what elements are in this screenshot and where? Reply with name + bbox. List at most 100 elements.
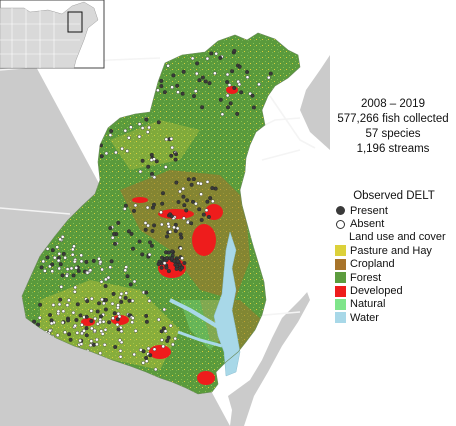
site-present-marker <box>228 101 233 106</box>
site-present-marker <box>137 239 142 244</box>
site-absent-marker <box>99 279 104 284</box>
site-absent-marker <box>119 329 124 334</box>
site-absent-marker <box>98 351 103 356</box>
site-absent-marker <box>181 186 185 191</box>
site-absent-marker <box>61 320 65 325</box>
site-present-marker <box>112 231 117 236</box>
site-present-marker <box>237 64 242 69</box>
site-absent-marker <box>72 259 77 264</box>
site-absent-marker <box>147 252 152 257</box>
site-absent-marker <box>225 72 230 77</box>
legend-class-label: Forest <box>350 271 382 284</box>
site-absent-marker <box>75 331 80 335</box>
site-absent-marker <box>110 235 115 240</box>
site-present-marker <box>245 69 250 74</box>
site-absent-marker <box>266 75 271 80</box>
site-present-marker <box>213 186 218 191</box>
site-present-marker <box>205 199 210 204</box>
site-present-marker <box>174 266 179 271</box>
site-absent-marker <box>204 208 209 212</box>
site-absent-marker <box>110 301 115 306</box>
site-present-marker <box>185 198 190 203</box>
site-present-marker <box>150 228 155 233</box>
site-absent-marker <box>89 339 94 343</box>
site-absent-marker <box>88 268 93 273</box>
site-present-marker <box>66 318 71 323</box>
site-absent-marker <box>53 255 57 260</box>
stats-streams: 1,196 streams <box>356 143 430 155</box>
site-absent-marker <box>133 203 138 208</box>
site-absent-marker <box>147 299 152 303</box>
site-absent-marker <box>164 137 169 142</box>
site-present-marker <box>50 262 55 267</box>
site-present-marker <box>164 234 169 239</box>
site-present-marker <box>189 221 194 226</box>
site-present-marker <box>159 265 164 270</box>
site-absent-marker <box>56 309 61 314</box>
site-absent-marker <box>214 51 218 56</box>
legend-present: Present <box>333 204 455 217</box>
site-present-marker <box>96 301 101 306</box>
legend-class-natural: Natural <box>333 298 455 311</box>
site-absent-marker <box>194 201 198 206</box>
site-absent-marker <box>48 328 52 333</box>
site-present-marker <box>36 322 41 327</box>
site-absent-marker <box>69 266 74 271</box>
site-absent-marker <box>156 317 161 322</box>
site-present-marker <box>181 194 186 199</box>
legend-class-water: Water <box>333 311 455 324</box>
site-absent-marker <box>67 298 71 303</box>
site-absent-marker <box>166 64 170 68</box>
inset-extent-box <box>67 11 83 33</box>
site-present-marker <box>184 208 189 213</box>
site-present-marker <box>181 69 186 74</box>
site-present-marker <box>190 199 195 204</box>
site-absent-marker <box>227 83 232 87</box>
site-present-marker <box>127 298 132 303</box>
legend-absent-label: Absent <box>350 218 385 231</box>
site-present-marker <box>85 299 90 304</box>
site-present-marker <box>210 186 215 191</box>
site-present-marker <box>154 159 159 164</box>
site-absent-marker <box>98 320 102 325</box>
site-absent-marker <box>103 327 108 332</box>
site-absent-marker <box>163 165 168 169</box>
site-absent-marker <box>43 269 47 273</box>
site-absent-marker <box>118 338 122 343</box>
legend-swatch <box>335 245 346 257</box>
site-present-marker <box>58 262 63 267</box>
site-absent-marker <box>90 326 94 331</box>
map-legend: Observed DELT Present Absent Land use an… <box>333 190 455 325</box>
site-present-marker <box>149 243 154 248</box>
site-present-marker <box>173 228 178 233</box>
site-absent-marker <box>93 328 97 333</box>
site-present-marker <box>123 295 128 300</box>
site-absent-marker <box>132 279 137 284</box>
site-present-marker <box>250 93 255 98</box>
site-present-marker <box>68 337 73 342</box>
site-present-marker <box>232 48 237 53</box>
stats-years: 2008 – 2019 <box>361 98 425 110</box>
site-absent-marker <box>171 342 175 347</box>
site-absent-marker <box>99 329 104 333</box>
legend-swatch <box>335 272 346 284</box>
site-present-marker <box>164 256 169 261</box>
site-present-marker <box>191 94 196 99</box>
legend-swatch <box>335 298 346 310</box>
site-absent-marker <box>97 256 101 261</box>
site-present-marker <box>200 75 205 80</box>
site-absent-marker <box>70 252 75 257</box>
site-present-marker <box>206 214 211 219</box>
site-present-marker <box>112 241 117 246</box>
site-absent-marker <box>57 266 62 271</box>
site-absent-marker <box>95 337 99 342</box>
site-present-marker <box>179 265 184 270</box>
site-present-marker <box>195 61 200 66</box>
site-absent-marker <box>51 303 56 307</box>
site-absent-marker <box>79 253 83 258</box>
site-absent-marker <box>159 210 163 215</box>
site-absent-marker <box>41 259 46 264</box>
legend-class-pasture-and-hay: Pasture and Hay <box>333 244 455 257</box>
site-absent-marker <box>185 220 190 225</box>
site-absent-marker <box>78 338 82 343</box>
